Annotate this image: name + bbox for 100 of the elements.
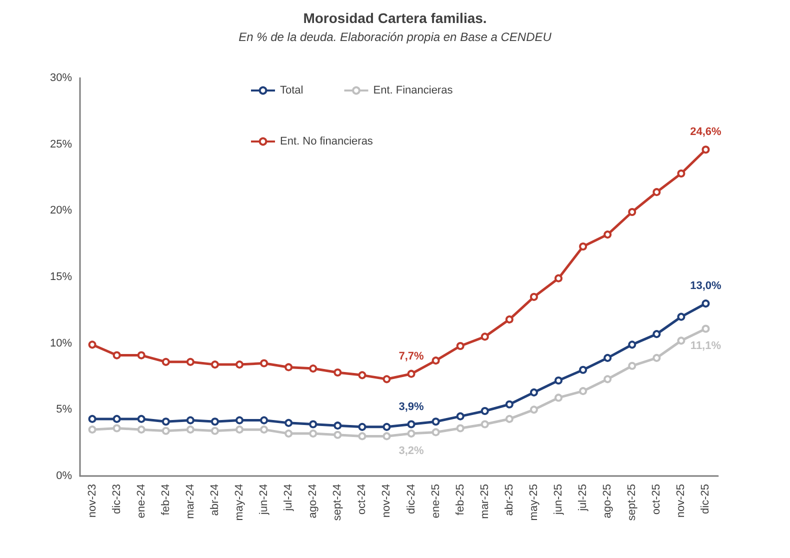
point bbox=[382, 422, 391, 431]
point bbox=[604, 354, 612, 362]
point bbox=[456, 424, 464, 432]
y-tick-label: 30% bbox=[50, 72, 72, 84]
point bbox=[554, 394, 562, 402]
point bbox=[358, 371, 366, 380]
point bbox=[88, 426, 96, 434]
point bbox=[530, 292, 538, 301]
point bbox=[677, 336, 686, 345]
point bbox=[236, 360, 244, 369]
point bbox=[260, 359, 268, 368]
point bbox=[530, 388, 538, 396]
point bbox=[628, 340, 636, 349]
point bbox=[162, 426, 170, 435]
x-tick-label: ago-24 bbox=[307, 484, 320, 518]
x-tick-label: abr-24 bbox=[208, 484, 221, 516]
chart-title: Morosidad Cartera familias. bbox=[303, 10, 487, 26]
data-label: 3,9% bbox=[398, 400, 424, 413]
point bbox=[579, 242, 588, 250]
point bbox=[432, 356, 440, 365]
point bbox=[579, 387, 588, 396]
y-tick-label: 0% bbox=[56, 470, 72, 482]
point bbox=[652, 188, 661, 196]
point bbox=[432, 428, 440, 436]
point bbox=[284, 430, 293, 438]
y-tick-label: 20% bbox=[50, 204, 72, 217]
point bbox=[358, 422, 366, 431]
point bbox=[284, 363, 293, 372]
point bbox=[382, 375, 391, 384]
point bbox=[480, 420, 489, 428]
point bbox=[554, 274, 562, 282]
x-tick-label: feb-25 bbox=[454, 484, 466, 516]
data-label: 11,1% bbox=[690, 340, 722, 352]
data-label: 13,0% bbox=[690, 280, 722, 292]
point bbox=[334, 422, 342, 430]
y-tick-label: 5% bbox=[56, 404, 72, 416]
point bbox=[432, 418, 440, 426]
point bbox=[358, 432, 366, 440]
point bbox=[604, 375, 612, 384]
point bbox=[334, 430, 342, 439]
point bbox=[604, 230, 612, 239]
point bbox=[628, 208, 636, 216]
point bbox=[480, 332, 489, 341]
point bbox=[112, 424, 121, 432]
point bbox=[309, 430, 318, 438]
point bbox=[162, 418, 170, 426]
x-tick-label: jul-25 bbox=[577, 484, 590, 512]
point bbox=[702, 300, 710, 308]
point bbox=[628, 362, 636, 370]
x-tick-label: jun-25 bbox=[552, 484, 564, 516]
data-label: 7,7% bbox=[398, 350, 424, 362]
x-tick-label: feb-24 bbox=[160, 484, 172, 516]
y-tick-label: 25% bbox=[50, 138, 72, 150]
point bbox=[210, 426, 219, 435]
point bbox=[88, 414, 96, 423]
point bbox=[137, 351, 146, 360]
legend-label: Ent. No financieras bbox=[280, 136, 374, 148]
point bbox=[112, 351, 121, 360]
x-tick-label: may-24 bbox=[234, 484, 246, 521]
point bbox=[137, 426, 146, 434]
x-tick-label: ene-24 bbox=[135, 484, 148, 518]
point bbox=[112, 414, 121, 423]
data-label: 24,6% bbox=[690, 126, 722, 138]
point bbox=[554, 376, 562, 384]
x-tick-label: oct-25 bbox=[650, 484, 663, 515]
point bbox=[382, 432, 391, 440]
point bbox=[652, 330, 661, 338]
point bbox=[480, 406, 489, 415]
point bbox=[186, 358, 194, 366]
x-tick-label: mar-24 bbox=[184, 484, 196, 519]
point bbox=[210, 360, 219, 369]
point bbox=[309, 364, 318, 373]
point bbox=[579, 366, 588, 374]
point bbox=[284, 418, 293, 427]
point bbox=[186, 426, 194, 434]
point bbox=[407, 420, 416, 428]
x-tick-label: may-25 bbox=[528, 484, 540, 521]
point bbox=[677, 312, 686, 321]
y-tick-label: 15% bbox=[50, 271, 72, 283]
legend-label: Ent. Financieras bbox=[373, 84, 454, 96]
point bbox=[186, 416, 194, 424]
x-tick-label: dic-25 bbox=[700, 484, 712, 514]
chart-subtitle: En % de la deuda. Elaboración propia en Base a CENDEU bbox=[238, 30, 552, 44]
point bbox=[505, 315, 514, 324]
x-tick-label: abr-25 bbox=[503, 484, 516, 516]
point bbox=[505, 400, 514, 408]
point bbox=[456, 412, 464, 420]
point bbox=[702, 324, 710, 333]
point bbox=[505, 414, 514, 423]
point bbox=[309, 420, 318, 428]
x-tick-label: sept-25 bbox=[626, 484, 638, 521]
point bbox=[260, 426, 268, 434]
point bbox=[334, 368, 342, 377]
point bbox=[652, 354, 661, 362]
point bbox=[530, 406, 538, 414]
x-tick-label: oct-24 bbox=[356, 484, 368, 515]
point bbox=[137, 414, 146, 423]
point bbox=[88, 340, 96, 349]
point bbox=[407, 430, 416, 438]
point bbox=[210, 418, 219, 426]
